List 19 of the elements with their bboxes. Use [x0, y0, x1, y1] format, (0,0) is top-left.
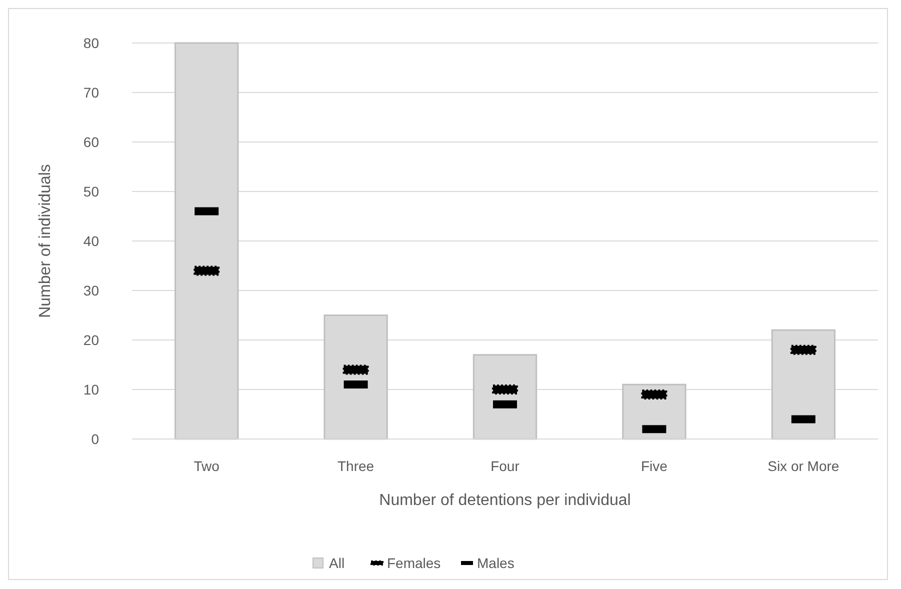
y-tick-label: 10 — [83, 381, 100, 398]
y-tick-label: 30 — [83, 282, 100, 298]
y-tick-label: 0 — [91, 430, 100, 447]
y-tick-label: 60 — [83, 134, 100, 150]
y-tick-label: 40 — [83, 232, 100, 249]
y-tick-label: 50 — [83, 183, 100, 200]
legend-label: Females — [387, 554, 441, 571]
x-axis-title: Number of detentions per individual — [379, 492, 631, 509]
y-tick-label: 70 — [83, 84, 100, 100]
y-axis-title: Number of individuals — [37, 164, 54, 318]
x-tick-label: Six or More — [768, 458, 840, 474]
x-tick-label: Three — [338, 458, 374, 474]
y-tick-label: 20 — [83, 332, 100, 348]
x-tick-label: Four — [490, 458, 520, 474]
x-tick-label: Two — [194, 458, 220, 474]
legend-label: Males — [477, 554, 514, 571]
y-tick-label: 80 — [83, 34, 100, 51]
x-tick-label: Five — [640, 458, 668, 474]
legend-label: All — [329, 554, 345, 571]
